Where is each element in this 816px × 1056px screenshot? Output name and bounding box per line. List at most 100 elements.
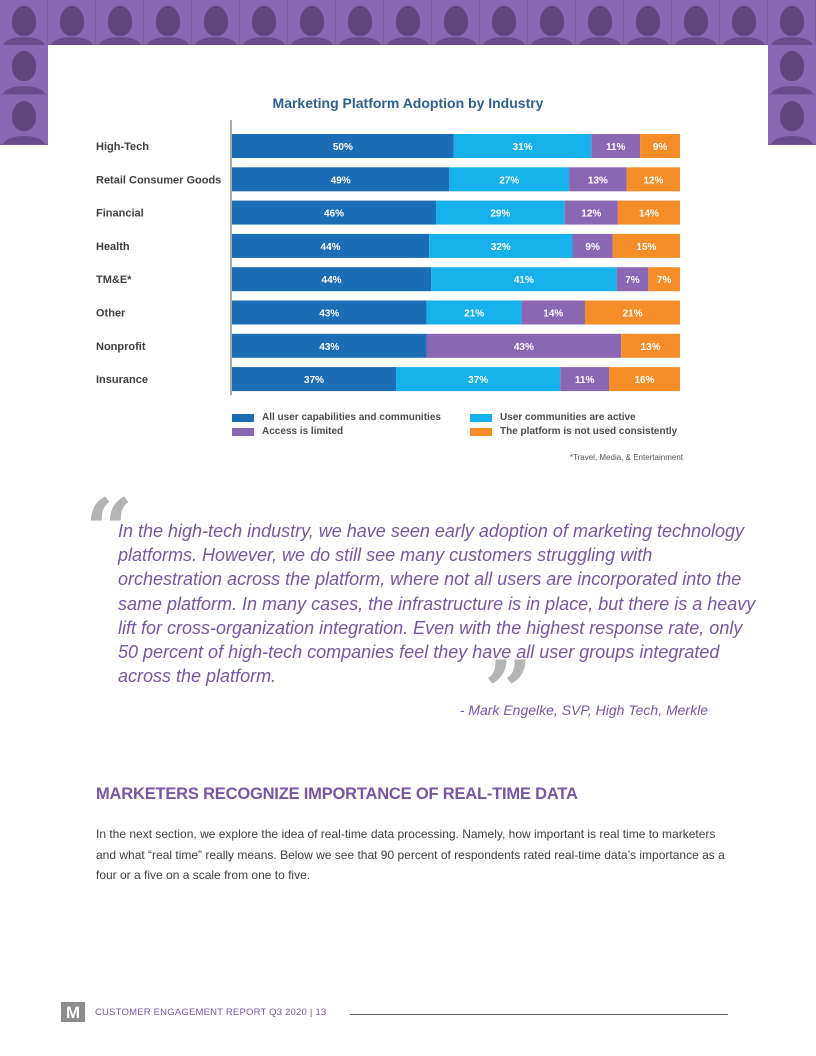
portrait-image	[768, 45, 816, 95]
bar-segment	[453, 134, 592, 158]
category-label: TM&E*	[96, 274, 132, 286]
portrait-image	[768, 0, 816, 45]
data-label: 14%	[543, 309, 563, 320]
legend-item-communities-active: User communities are active	[470, 412, 690, 423]
legend-item-access-limited: Access is limited	[232, 426, 470, 437]
data-label: 7%	[625, 275, 640, 286]
data-label: 44%	[322, 275, 342, 286]
portrait-image	[192, 0, 240, 45]
bar-segment	[429, 233, 573, 258]
bar-segment	[612, 233, 680, 258]
portrait-image	[0, 0, 48, 45]
data-label: 9%	[653, 142, 668, 153]
data-label: 29%	[490, 209, 510, 220]
chart-legend: All user capabilities and communities Us…	[232, 412, 692, 437]
portrait-image	[0, 95, 48, 145]
bar-segment	[648, 267, 680, 292]
portrait-image	[528, 0, 576, 45]
category-label: High-Tech	[96, 141, 149, 153]
portrait-image	[240, 0, 288, 45]
category-label: Health	[96, 241, 130, 253]
data-label: 43%	[319, 342, 339, 353]
portrait-image	[0, 45, 48, 95]
category-label: Nonprofit	[96, 341, 146, 353]
bar-segment	[591, 134, 641, 158]
left-photo-column	[0, 45, 48, 145]
header-photo-band	[0, 0, 816, 45]
bar-segment	[232, 333, 427, 358]
bar-segment	[232, 233, 430, 258]
bar-segment	[232, 267, 432, 292]
data-label: 27%	[499, 175, 519, 186]
bar-segment	[232, 200, 437, 225]
data-label: 43%	[319, 309, 339, 320]
portrait-image	[384, 0, 432, 45]
data-label: 11%	[606, 142, 626, 153]
bar-segment	[232, 300, 427, 325]
portrait-image	[576, 0, 624, 45]
data-label: 32%	[491, 242, 511, 253]
bar-segment	[521, 300, 585, 325]
legend-label: All user capabilities and communities	[262, 412, 441, 423]
data-label: 13%	[588, 175, 608, 186]
portrait-image	[48, 0, 96, 45]
legend-item-not-consistent: The platform is not used consistently	[470, 426, 690, 437]
data-label: 44%	[321, 242, 341, 253]
bar-segment	[640, 134, 680, 158]
pull-quote-text: In the high-tech industry, we have seen …	[118, 521, 756, 687]
data-label: 9%	[585, 242, 600, 253]
portrait-image	[720, 0, 768, 45]
portrait-image	[336, 0, 384, 45]
bar-segment	[621, 333, 680, 358]
data-label: 12%	[643, 175, 663, 186]
bar-segment	[584, 300, 680, 325]
category-label: Insurance	[96, 374, 148, 386]
data-label: 49%	[331, 175, 351, 186]
stacked-bar-chart: High-Tech 50% 31% 11% 9% Retail Consumer Good…	[96, 120, 680, 395]
data-label: 12%	[581, 209, 601, 220]
category-label: Retail Consumer Goods	[96, 174, 221, 186]
category-label: Other	[96, 308, 126, 320]
chart-title: Marketing Platform Adoption by Industry	[272, 95, 544, 111]
data-label: 37%	[468, 375, 488, 386]
bar-segment	[449, 167, 570, 192]
footer-report-title: CUSTOMER ENGAGEMENT REPORT Q3 2020 | 13	[95, 1007, 327, 1018]
bar-segment	[609, 367, 680, 392]
bar-segment	[569, 167, 627, 192]
data-label: 43%	[514, 342, 534, 353]
bar-segment	[617, 200, 680, 225]
data-label: 21%	[622, 309, 642, 320]
legend-swatch	[232, 427, 254, 436]
category-label: Financial	[96, 208, 144, 220]
data-label: 11%	[575, 375, 595, 386]
section-body-paragraph: In the next section, we explore the idea…	[96, 827, 725, 882]
legend-swatch	[470, 413, 492, 422]
data-label: 16%	[635, 375, 655, 386]
data-label: 21%	[464, 309, 484, 320]
data-label: 15%	[636, 242, 656, 253]
portrait-image	[96, 0, 144, 45]
bar-segment	[426, 333, 622, 358]
data-label: 50%	[333, 142, 353, 153]
data-label: 31%	[513, 142, 533, 153]
portrait-image	[144, 0, 192, 45]
close-quote-mark: ”	[484, 642, 533, 741]
portrait-image	[432, 0, 480, 45]
bar-segment	[431, 267, 617, 292]
bar-segment	[232, 367, 397, 392]
bar-segment	[626, 167, 680, 192]
portrait-image	[480, 0, 528, 45]
data-label: 41%	[514, 275, 534, 286]
portrait-image	[672, 0, 720, 45]
section-heading: MARKETERS RECOGNIZE IMPORTANCE OF REAL-T…	[96, 785, 578, 803]
bar-segment	[572, 233, 613, 258]
portrait-image	[288, 0, 336, 45]
right-photo-column	[768, 45, 816, 145]
data-label: 37%	[304, 375, 324, 386]
chart-footnote: *Travel, Media, & Entertainment	[569, 453, 683, 462]
bar-segment	[232, 167, 450, 192]
portrait-image	[768, 95, 816, 145]
data-label: 7%	[657, 275, 672, 286]
portrait-image	[624, 0, 672, 45]
legend-swatch	[470, 427, 492, 436]
